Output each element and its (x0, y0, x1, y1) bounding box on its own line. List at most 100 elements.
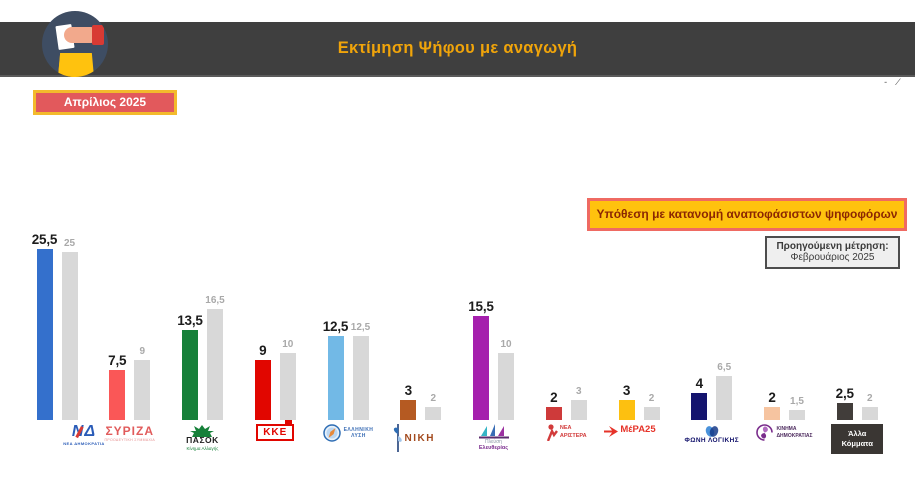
party-logo-mera25: ΜέΡΑ25 (604, 424, 656, 437)
current-value-label: 3 (622, 383, 631, 398)
party-logo-slot: ΝΙΚΗ (375, 424, 451, 466)
ballot-box-icon (58, 53, 94, 77)
party-logo-slot: Άλλα Κόμματα (819, 424, 895, 466)
party-logo-foni-logikis: ΦΩΝΗ ΛΟΓΙΚΗΣ (684, 424, 739, 445)
foni-wordmark: ΦΩΝΗ ΛΟΓΙΚΗΣ (684, 437, 740, 444)
assumption-note: Υπόθεση με κατανομή αναποφάσιστων ψηφοφό… (587, 198, 907, 231)
mera-wordmark: ΜέΡΑ25 (620, 424, 656, 435)
previous-bar-1 (61, 252, 78, 420)
leaf-circle-icon (756, 424, 774, 441)
previous-bar-9 (643, 407, 660, 420)
party-logo-slot: ΜέΡΑ25 (592, 424, 668, 466)
nd-red-accent (75, 426, 84, 438)
butterfly-icon (703, 424, 721, 437)
party-logo-slot: ΕΛΛΗΝΙΚΗ ΛΥΣΗ (310, 424, 386, 466)
na-line1: ΝΕΑ (559, 425, 572, 432)
previous-measurement-value: Φεβρουάριος 2025 (790, 252, 875, 263)
previous-bar-8 (570, 400, 587, 420)
el-line1: ΕΛΛΗΝΙΚΗ (343, 426, 374, 433)
party-logo-slot: ΚΙΝΗΜΑ ΔΗΜΟΚΡΑΤΙΑΣ (747, 424, 823, 466)
current-bar-7 (473, 316, 489, 420)
kke-wordmark: ΚΚΕ (263, 427, 288, 438)
figure-icon (546, 424, 558, 442)
previous-value-label: 2 (648, 393, 655, 404)
current-value-label: 2 (550, 390, 558, 405)
niki-wordmark: ΝΙΚΗ (404, 432, 435, 444)
nd-monogram: ΝΔ (71, 423, 97, 440)
current-bar-4 (254, 360, 271, 420)
current-bar-9 (618, 400, 635, 420)
current-bar-5 (327, 336, 344, 420)
party-logo-slot: ΝΔ ΝΕΑ ΔΗΜΟΚΡΑΤΙΑ (46, 424, 122, 466)
previous-value-label: 2 (866, 393, 873, 404)
party-logo-slot: ΦΩΝΗ ΛΟΓΙΚΗΣ (674, 424, 750, 466)
party-logo-niki: ΝΙΚΗ (391, 424, 435, 452)
syriza-subtext: ΠΡΟΟΔΕΥΤΙΚΗ ΣΥΜΜΑΧΙΑ (104, 438, 155, 443)
party-logo-pasok: ΠΑΣΟΚ Κίνημα Αλλαγής (186, 424, 219, 451)
current-value-label: 2,5 (835, 386, 854, 401)
previous-value-label: 10 (500, 339, 512, 350)
previous-value-label: 10 (282, 339, 294, 350)
previous-bar-4 (279, 353, 296, 420)
party-logo-kke: ΚΚΕ (256, 420, 295, 441)
party-logo-kinima-dimokratias: ΚΙΝΗΜΑ ΔΗΜΟΚΡΑΤΙΑΣ (756, 424, 813, 441)
current-value-label: 13,5 (177, 313, 203, 328)
previous-value-label: 16,5 (205, 295, 225, 306)
previous-measurement-label: Προηγούμενη μέτρηση: (776, 241, 889, 252)
header-bar: Εκτίμηση Ψήφου με αναγωγή (0, 22, 915, 77)
nd-wordmark: ΝΕΑ ΔΗΜΟΚΡΑΤΙΑ (63, 441, 105, 446)
party-logo-slot: ΣΥΡΙΖΑ ΠΡΟΟΔΕΥΤΙΚΗ ΣΥΜΜΑΧΙΑ (92, 424, 168, 466)
previous-bar-3 (207, 309, 223, 420)
propeller-icon (391, 424, 403, 452)
corner-marks: - ⁄ (884, 77, 904, 87)
na-text: ΝΕΑ ΑΡΙΣΤΕΡΑ (560, 425, 587, 439)
party-logo-slot: Πλεύση Ελευθερίας (456, 424, 532, 466)
current-value-label: 2 (768, 390, 776, 405)
previous-bar-7 (498, 353, 514, 420)
previous-bar-12 (861, 407, 878, 420)
plefsi-line2: Ελευθερίας (478, 445, 509, 452)
previous-value-label: 25 (63, 238, 76, 249)
date-badge: Απρίλιος 2025 (33, 90, 177, 115)
current-value-label: 25,5 (31, 232, 58, 247)
previous-bar-10 (716, 376, 733, 420)
party-logo-slot: ΠΑΣΟΚ Κίνημα Αλλαγής (165, 424, 241, 466)
current-bar-3 (182, 330, 198, 420)
compass-icon (322, 424, 341, 442)
previous-bar-2 (134, 360, 151, 420)
party-logo-syriza: ΣΥΡΙΖΑ ΠΡΟΟΔΕΥΤΙΚΗ ΣΥΜΜΑΧΙΑ (105, 424, 156, 443)
party-logo-nea-aristera: ΝΕΑ ΑΡΙΣΤΕΡΑ (546, 424, 587, 442)
sleeve-icon (92, 25, 104, 45)
previous-measurement-note: Προηγούμενη μέτρηση: Φεβρουάριος 2025 (765, 236, 900, 269)
party-logo-alla-kommata: Άλλα Κόμματα (831, 424, 884, 454)
previous-bar-5 (352, 336, 369, 420)
alla-line1: Άλλα (848, 429, 867, 439)
plefsi-line1: Πλεύση (485, 439, 502, 445)
alla-line2: Κόμματα (841, 439, 873, 448)
current-bar-2 (109, 370, 126, 420)
kinima-line1: ΚΙΝΗΜΑ (776, 426, 797, 432)
current-bar-12 (836, 403, 853, 420)
ballot-box-logo (42, 11, 108, 77)
el-line2: ΛΥΣΗ (351, 433, 366, 439)
current-bar-8 (545, 407, 562, 420)
arrow-icon (604, 424, 619, 437)
current-value-label: 9 (259, 343, 267, 358)
syriza-wordmark: ΣΥΡΙΖΑ (105, 424, 155, 438)
current-value-label: 7,5 (108, 353, 127, 368)
previous-value-label: 3 (575, 386, 582, 397)
party-logo-slot: ΚΚΕ (237, 420, 313, 466)
voting-hand-icon (64, 27, 94, 43)
kinima-text: ΚΙΝΗΜΑ ΔΗΜΟΚΡΑΤΙΑΣ (776, 426, 812, 439)
party-logo-elliniki-lysi: ΕΛΛΗΝΙΚΗ ΛΥΣΗ (322, 424, 374, 442)
kinima-line2: ΔΗΜΟΚΡΑΤΙΑΣ (776, 432, 813, 439)
kke-flag-icon (285, 420, 293, 425)
previous-value-label: 9 (139, 346, 146, 357)
page-title: Εκτίμηση Ψήφου με αναγωγή (337, 39, 578, 57)
na-line2: ΑΡΙΣΤΕΡΑ (559, 432, 587, 439)
current-bar-11 (764, 407, 780, 420)
current-bar-6 (400, 400, 417, 420)
current-value-label: 15,5 (468, 299, 494, 314)
